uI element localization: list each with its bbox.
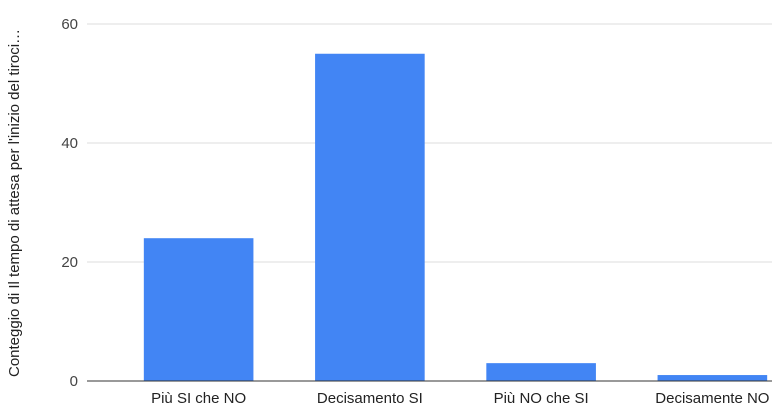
x-axis-ticks: Più SI che NO Decisamento SI Più NO che SI…	[151, 390, 769, 406]
bar	[486, 363, 596, 381]
x-tick-label: Decisamente NO	[655, 390, 769, 406]
bar	[143, 238, 254, 381]
y-axis-label: Conteggio di Il tempo di attesa per l'in…	[6, 29, 23, 377]
bar	[657, 375, 768, 381]
bar	[315, 53, 425, 381]
y-tick-label: 20	[61, 254, 78, 271]
gridlines	[87, 23, 772, 263]
y-tick-label: 60	[61, 16, 78, 33]
y-tick-label: 0	[70, 373, 78, 390]
x-tick-label: Più NO che SI	[494, 390, 589, 406]
y-axis-ticks: 0 20 40 60	[61, 16, 78, 390]
x-tick-label: Più SI che NO	[151, 390, 246, 406]
x-tick-label: Decisamento SI	[317, 390, 423, 406]
bars	[143, 53, 768, 381]
y-tick-label: 40	[61, 135, 78, 152]
